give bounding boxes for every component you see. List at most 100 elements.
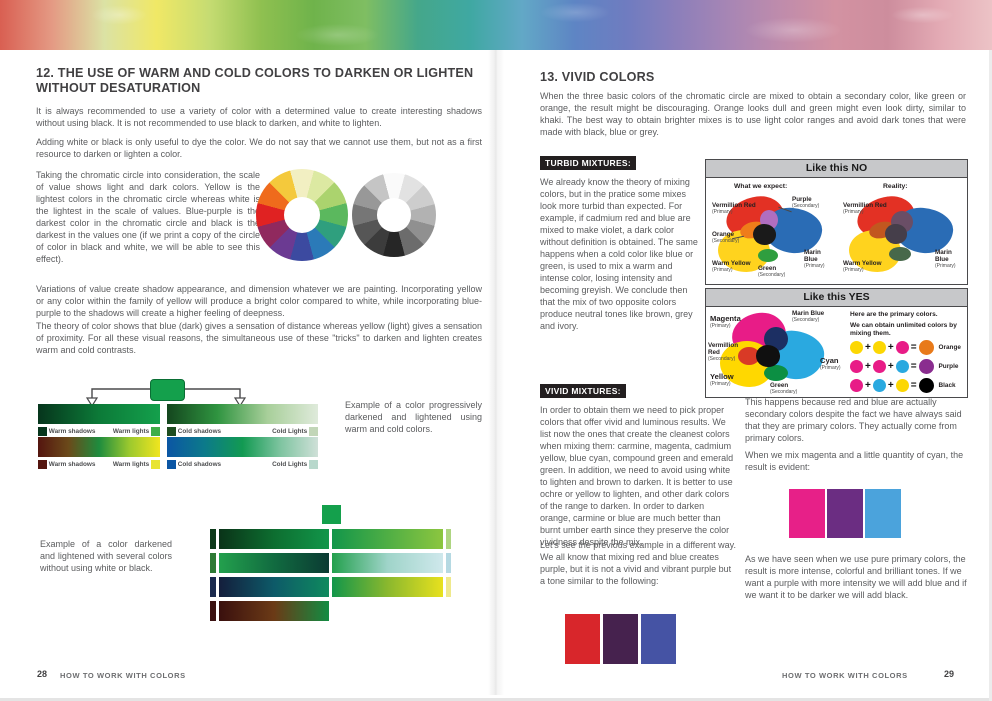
- turbid-text: We already know the theory of mixing col…: [540, 177, 698, 331]
- cold-shadow-swatch2: [167, 460, 176, 469]
- left-footer-title: HOW TO WORK WITH COLORS: [60, 671, 186, 680]
- cold-shadows-label2: Cold shadows: [177, 461, 222, 469]
- left-page-title: 12. THE USE OF WARM AND COLD COLORS TO D…: [36, 66, 474, 95]
- yes-blob-diagram: Magenta (Primary) Marin Blue (Secondary) V…: [708, 309, 844, 395]
- left-paragraph-5: The theory of color shows that blue (dar…: [36, 321, 482, 355]
- turbid-mixtures-tag: TURBID MIXTURES:: [540, 156, 637, 170]
- diagram2-row1-main: [219, 529, 329, 549]
- green-overlap: [764, 365, 788, 381]
- mix-equation-purple: + + = Purple: [850, 359, 958, 374]
- right-page-number: 29: [944, 669, 955, 679]
- yellow-dot: [895, 379, 909, 392]
- vermillion-red-label: Vermillion Red (Primary): [712, 202, 756, 215]
- like-this-yes-box: Like this YES Magenta (Primary) Marin Blu…: [705, 288, 968, 398]
- page-gutter: [488, 50, 504, 695]
- left-paragraph-2: Adding white or black is only useful to …: [36, 137, 482, 159]
- orange-result-dot: [918, 340, 934, 355]
- gradient-bar-warm: [38, 404, 160, 424]
- like-this-no-header: Like this NO: [706, 160, 967, 178]
- primary-colors-note2: We can obtain unlimited colors by mixing…: [850, 322, 957, 338]
- purple-result-label: Purple: [938, 363, 959, 370]
- bar-labels-row1-left: Warm shadows Warm lights: [38, 427, 160, 437]
- page-bottom-edge: [0, 698, 992, 701]
- reality-label: Reality:: [883, 183, 908, 190]
- magenta-dot: [872, 360, 886, 373]
- diagram2-row1-end: [446, 529, 451, 549]
- dark-purple-swatch: [603, 614, 638, 664]
- left-paragraph-1: It is always recommended to use a variet…: [36, 106, 482, 128]
- warm-yellow-label: Warm Yellow (Primary): [843, 260, 882, 273]
- indigo-swatch: [641, 614, 676, 664]
- muddy-green-overlap: [889, 247, 911, 261]
- diagram2-source-swatch: [322, 505, 341, 524]
- bar-labels-row1-right: Cold shadows Cold Lights: [167, 427, 318, 437]
- vermillion-red-label: Vermillion Red (Secondary): [708, 342, 739, 362]
- magenta-dot: [850, 379, 863, 392]
- vivid-text-1: In order to obtain them we need to pick …: [540, 405, 734, 547]
- warm-lights-label: Warm lights: [112, 428, 150, 436]
- expect-blob-diagram: Vermillion Red (Primary) Purple (Secondary…: [712, 193, 830, 280]
- warm-shadows-label2: Warm shadows: [48, 461, 96, 469]
- diagram2-caption: Example of a color darkened and lightene…: [40, 539, 172, 573]
- cold-shadows-label: Cold shadows: [177, 428, 222, 436]
- source-color-swatch: [150, 379, 185, 401]
- page-right-edge: [989, 50, 992, 701]
- vivid-mixtures-tag: VIVID MIXTURES:: [540, 384, 626, 398]
- marin-blue-label: Marin Blue (Primary): [804, 249, 825, 269]
- yellow-dot: [872, 341, 886, 354]
- mix-equation-black: + + = Black: [850, 378, 956, 393]
- orange-label: Orange (Secondary): [712, 231, 740, 244]
- bar-labels-row2-right: Cold shadows Cold Lights: [167, 460, 318, 470]
- left-page-number: 28: [37, 669, 48, 679]
- cyan-label: Cyan (Primary): [820, 356, 841, 371]
- right-col2-p1: This happens because red and blue are ac…: [745, 397, 962, 443]
- diagram2-row4-main: [219, 601, 329, 621]
- green-label: Green (Secondary): [758, 265, 786, 278]
- cold-lights-label2: Cold Lights: [272, 461, 308, 469]
- red-swatch: [565, 614, 600, 664]
- vermillion-red-label: Vermillion Red (Primary): [843, 202, 887, 215]
- warm-yellow-label: Warm Yellow (Primary): [712, 260, 751, 273]
- left-paragraph-3: Taking the chromatic circle into conside…: [36, 170, 260, 264]
- chromatic-color-wheel: [256, 169, 348, 261]
- warm-shadows-label: Warm shadows: [48, 428, 96, 436]
- vivid-text-2: Let's see the previous example in a diff…: [540, 540, 736, 586]
- black-center-blob: [753, 224, 776, 245]
- diagram1-caption: Example of a color progressively darkene…: [345, 400, 482, 434]
- grayscale-value-wheel: [352, 173, 436, 257]
- magenta-dot: [895, 341, 909, 354]
- primary-colors-note1: Here are the primary colors.: [850, 311, 938, 318]
- cyan-dot: [895, 360, 909, 373]
- wheel-hole: [377, 198, 411, 232]
- magenta-swatch: [789, 489, 825, 538]
- warm-light-swatch: [151, 427, 160, 436]
- like-this-yes-header: Like this YES: [706, 289, 967, 307]
- cold-light-swatch: [309, 427, 318, 436]
- green-overlap-blob: [758, 249, 778, 262]
- vermillion-overlap: [738, 347, 760, 365]
- what-we-expect-label: What we expect:: [734, 183, 788, 190]
- wheel-hole: [283, 196, 321, 234]
- purple-label: Purple (Secondary): [792, 196, 820, 209]
- orange-result-label: Orange: [938, 344, 961, 351]
- mix-equation-orange: + + = Orange: [850, 340, 961, 355]
- magenta-dot: [850, 360, 863, 373]
- right-footer-title: HOW TO WORK WITH COLORS: [782, 671, 908, 680]
- purple-result-dot: [918, 359, 934, 374]
- reality-blob-diagram: Vermillion Red (Primary) Marin Blue (Prima…: [843, 193, 961, 280]
- purple-swatch: [827, 489, 863, 538]
- right-intro: When the three basic colors of the chrom…: [540, 91, 966, 137]
- yellow-label: Yellow (Primary): [710, 372, 734, 387]
- marin-blue-label: Marin Blue (Primary): [935, 249, 956, 269]
- cold-shadow-swatch: [167, 427, 176, 436]
- diagram2-row3-light: [332, 577, 443, 597]
- green-label: Green (Secondary): [770, 382, 798, 395]
- warm-shadow-swatch: [38, 427, 47, 436]
- diagram2-row4-start: [210, 601, 216, 621]
- right-page-title: 13. VIVID COLORS: [540, 70, 655, 84]
- right-col2-p3: As we have seen when we use pure primary…: [745, 554, 967, 600]
- watercolor-banner: [0, 0, 992, 50]
- gradient-bar-warm2: [38, 437, 160, 457]
- watercolor-banner-texture: [0, 0, 992, 50]
